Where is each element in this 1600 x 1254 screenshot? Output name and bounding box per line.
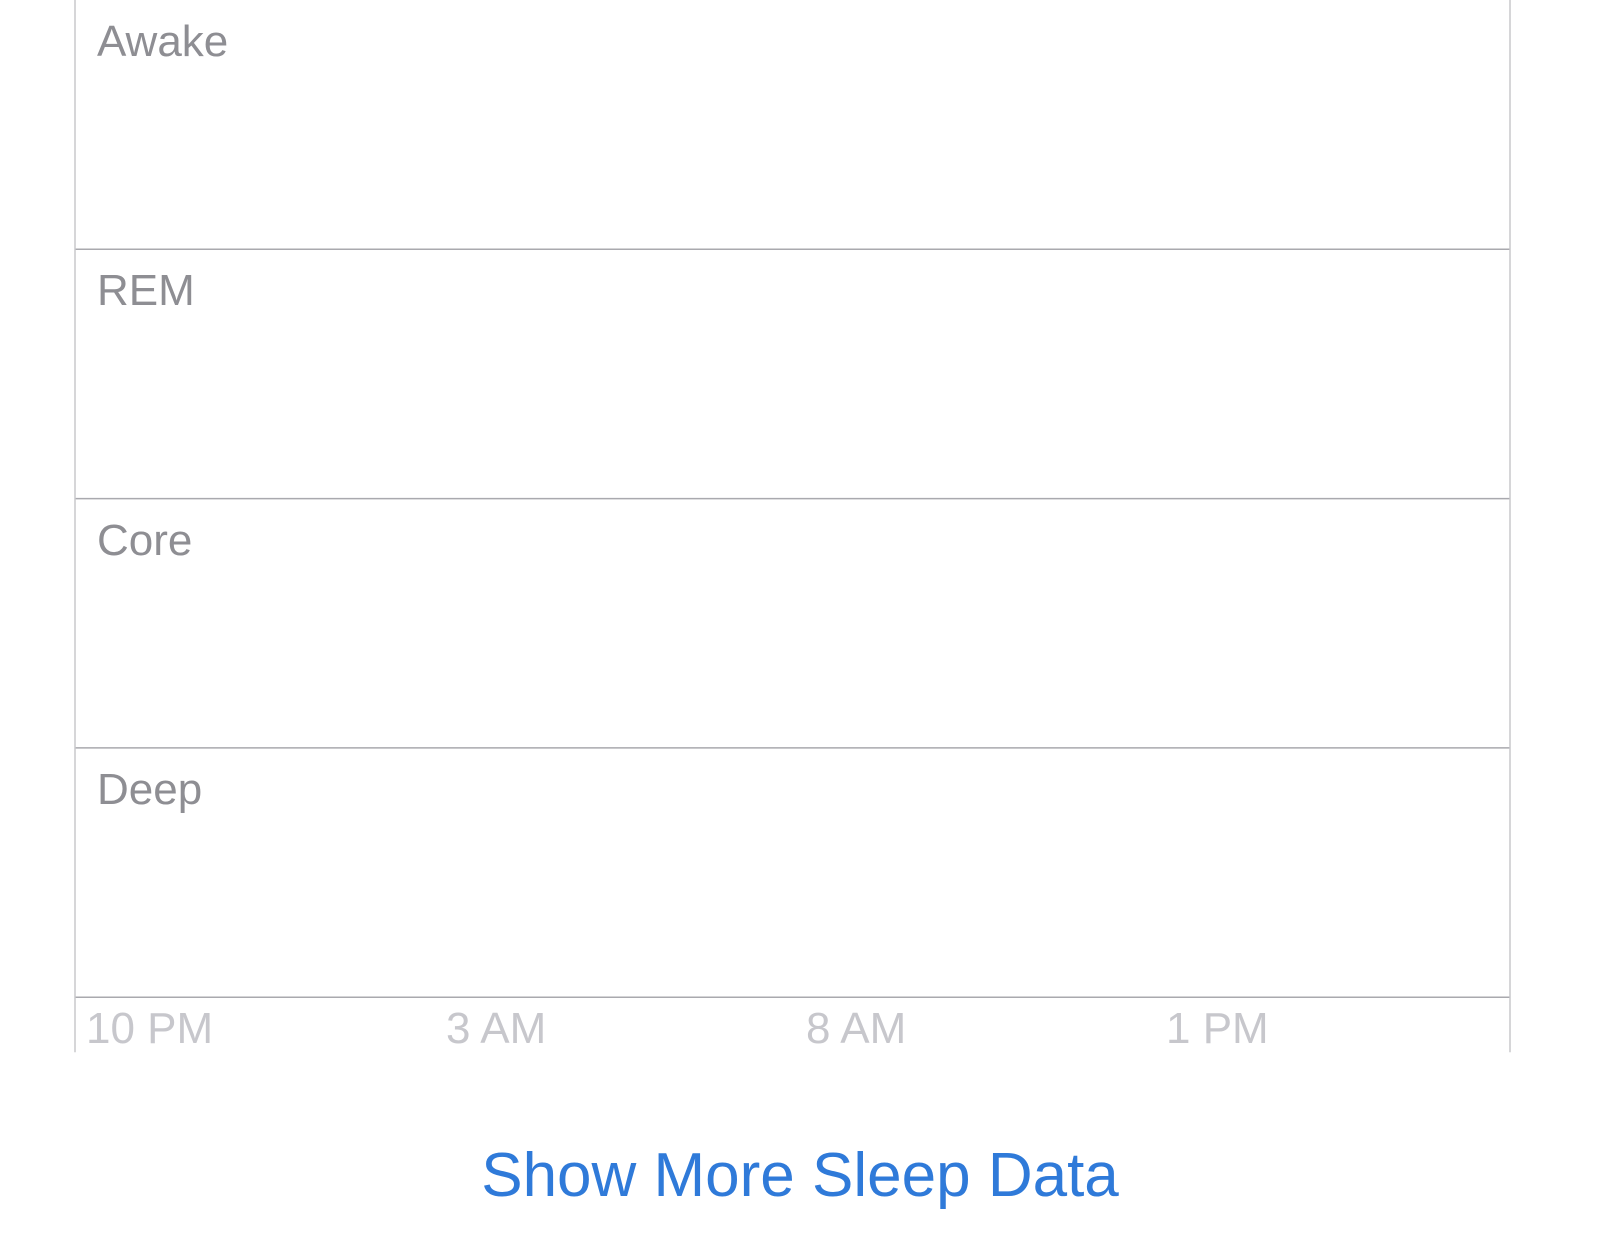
stage-label-awake: Awake <box>97 17 228 66</box>
chart-labels: Awake REM Core Deep 10 PM 3 AM 8 AM 1 PM <box>86 17 1269 1053</box>
stage-label-core: Core <box>97 516 192 565</box>
stage-label-rem: REM <box>97 266 195 315</box>
x-tick-label: 8 AM <box>806 1004 906 1053</box>
x-tick-label: 10 PM <box>86 1004 213 1053</box>
stage-label-deep: Deep <box>97 765 202 814</box>
sleep-stages-chart: Awake REM Core Deep 10 PM 3 AM 8 AM 1 PM <box>0 0 1600 1053</box>
chart-connectors <box>0 83 1600 962</box>
chart-grid <box>74 0 1511 1053</box>
x-tick-label: 1 PM <box>1166 1004 1269 1053</box>
x-tick-label: 3 AM <box>446 1004 546 1053</box>
show-more-sleep-data-button[interactable]: Show More Sleep Data <box>440 1140 1160 1211</box>
chart-segments <box>0 90 1600 955</box>
